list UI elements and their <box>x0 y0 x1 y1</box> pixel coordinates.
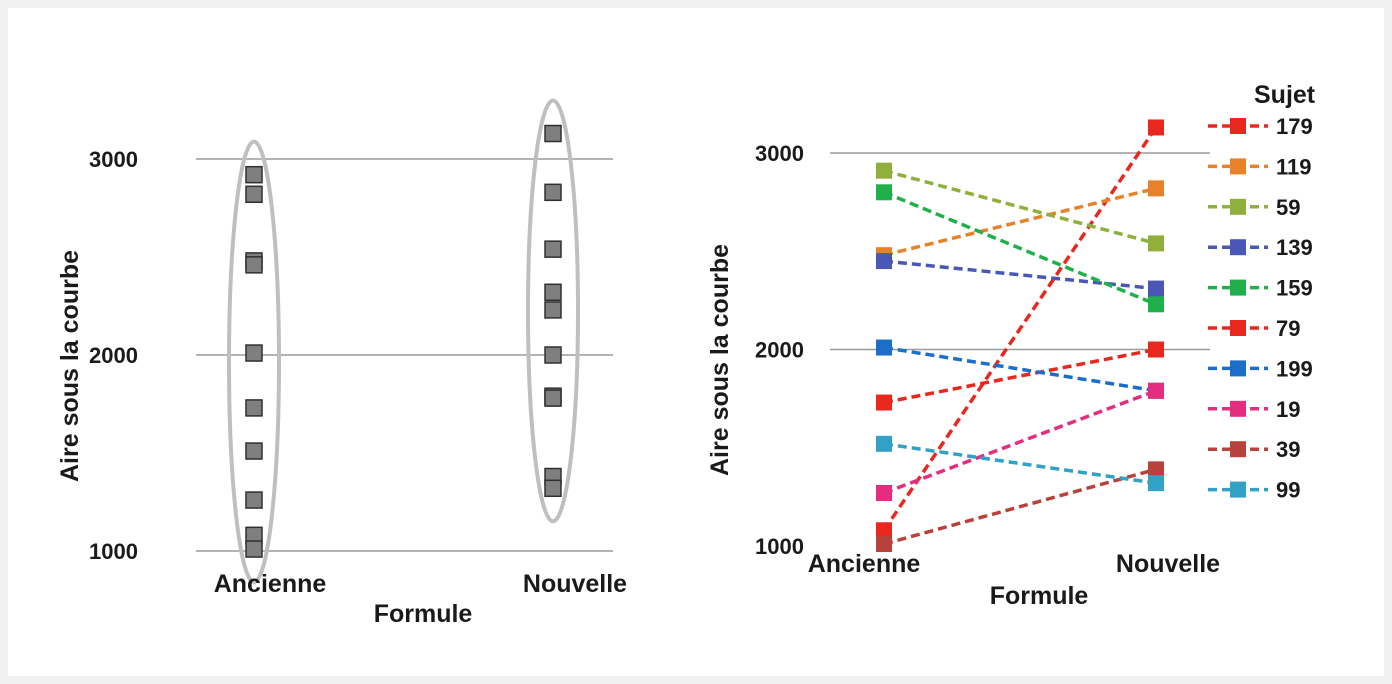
series-marker <box>876 394 892 411</box>
legend-label: 59 <box>1276 195 1300 220</box>
legend-label: 199 <box>1276 356 1313 381</box>
series-marker <box>876 522 892 539</box>
left-x-tick-label: Nouvelle <box>523 570 627 598</box>
left-data-point <box>544 389 562 407</box>
series-line <box>883 467 1157 546</box>
legend-marker <box>1230 239 1246 256</box>
left-data-point <box>544 346 562 364</box>
left-data-point <box>245 442 263 460</box>
legend-label: 159 <box>1276 276 1313 301</box>
legend-marker <box>1230 279 1246 296</box>
legend-marker <box>1230 400 1246 417</box>
figure-svg: 1000 2000 3000 Ancienne Nouvelle Aire sous … <box>50 66 1316 636</box>
right-chart: 1000 2000 3000 Ancienne Nouvelle Aire sous … <box>706 81 1316 610</box>
series-line <box>883 259 1157 291</box>
left-y-tick-label: 1000 <box>89 539 138 564</box>
right-y-tick-label: 1000 <box>755 534 804 559</box>
left-chart: 1000 2000 3000 Ancienne Nouvelle Aire sous … <box>50 66 658 636</box>
legend-marker <box>1230 198 1246 215</box>
series-marker <box>1148 119 1164 136</box>
left-y-tick-label: 2000 <box>89 343 138 368</box>
right-y-tick-label: 2000 <box>755 338 804 363</box>
legend-title: Sujet <box>1254 81 1316 109</box>
legend-marker <box>1230 118 1246 134</box>
left-data-point <box>245 344 263 362</box>
right-y-tick-labels: 1000 2000 3000 <box>755 141 804 559</box>
series-marker <box>1148 235 1164 252</box>
legend-label: 19 <box>1276 397 1300 422</box>
series-line <box>883 442 1157 485</box>
series-line <box>883 190 1157 306</box>
left-group-ellipse <box>227 139 281 585</box>
left-data-point <box>245 399 263 417</box>
right-y-tick-label: 3000 <box>755 141 804 166</box>
legend-label: 179 <box>1276 114 1313 139</box>
series-marker <box>876 184 892 201</box>
series-marker <box>876 484 892 501</box>
legend-marker <box>1230 441 1246 458</box>
legend-marker <box>1230 158 1246 175</box>
left-data-point <box>544 183 562 202</box>
left-data-point <box>245 256 263 274</box>
left-x-tick-label: Ancienne <box>214 570 327 598</box>
series-line <box>882 126 1158 532</box>
series-marker <box>1148 341 1164 358</box>
series-marker <box>1148 382 1164 399</box>
right-y-axis-label: Aire sous la courbe <box>706 244 734 476</box>
series-line <box>883 389 1157 495</box>
legend-label: 99 <box>1276 478 1300 503</box>
right-x-tick-labels: Ancienne Nouvelle <box>808 550 1220 578</box>
left-y-axis-label: Aire sous la courbe <box>56 250 84 482</box>
left-data-point <box>245 540 263 558</box>
series-marker <box>1148 280 1164 297</box>
right-x-tick-label: Nouvelle <box>1116 550 1220 578</box>
series-marker <box>1148 461 1164 478</box>
series-marker <box>1148 296 1164 313</box>
series-line <box>883 347 1157 405</box>
right-x-axis-label: Formule <box>990 582 1089 610</box>
series-marker <box>876 253 892 270</box>
legend-items: 179 119 59 139 159 79 199 19 39 99 <box>1208 114 1313 503</box>
left-data-point <box>544 283 562 302</box>
left-x-tick-labels: Ancienne Nouvelle <box>214 570 627 598</box>
figure-frame: 1000 2000 3000 Ancienne Nouvelle Aire sous … <box>8 8 1384 676</box>
left-group-ellipses <box>227 98 580 585</box>
series-marker <box>1148 180 1164 197</box>
legend-marker <box>1230 360 1246 377</box>
series-marker <box>876 435 892 452</box>
legend-label: 119 <box>1276 154 1312 179</box>
left-data-points <box>245 124 562 558</box>
series-line <box>883 186 1157 257</box>
left-y-tick-label: 3000 <box>89 147 138 172</box>
legend-label: 39 <box>1276 437 1300 462</box>
series-line <box>883 168 1157 246</box>
left-data-point <box>245 165 263 184</box>
right-gridlines <box>830 152 1210 351</box>
left-data-point <box>544 240 562 258</box>
left-data-point <box>245 185 263 204</box>
legend-label: 79 <box>1276 316 1300 341</box>
left-data-point <box>544 479 562 498</box>
left-y-tick-labels: 1000 2000 3000 <box>89 147 138 564</box>
series-marker <box>876 162 892 179</box>
left-data-point <box>245 491 263 509</box>
series-line <box>883 345 1157 393</box>
series-marker <box>1148 475 1164 492</box>
left-x-axis-label: Formule <box>374 600 473 628</box>
left-data-point <box>544 124 562 143</box>
legend-marker <box>1230 320 1246 336</box>
right-series-lines <box>876 119 1164 553</box>
series-marker <box>876 339 892 356</box>
left-group-ellipse <box>526 98 580 524</box>
legend-marker <box>1230 481 1246 498</box>
legend: Sujet 179 119 59 139 159 79 199 19 39 99 <box>1208 81 1316 503</box>
right-x-tick-label: Ancienne <box>808 550 921 578</box>
left-data-point <box>544 301 562 319</box>
legend-label: 139 <box>1276 235 1313 260</box>
series-marker <box>876 536 892 553</box>
